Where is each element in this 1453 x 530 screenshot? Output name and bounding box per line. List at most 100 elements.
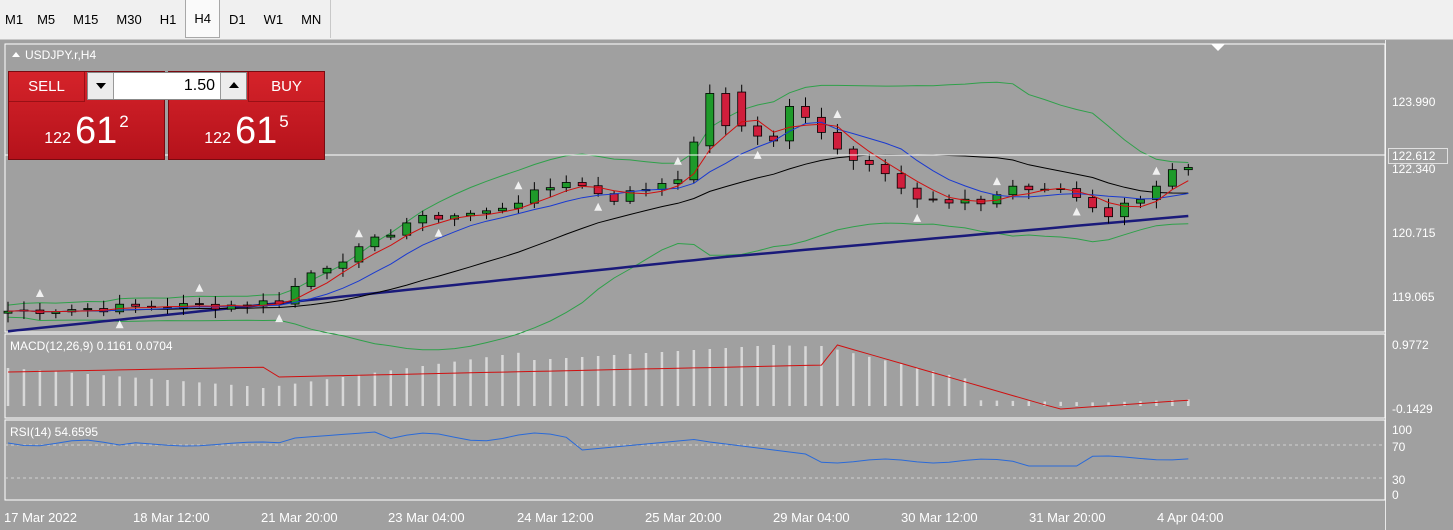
buy-price: 122 61 5 <box>169 110 324 153</box>
rsi-axis-100: 100 <box>1392 423 1413 437</box>
lot-size-control <box>87 72 247 100</box>
bullish-candle <box>402 222 412 236</box>
timeframe-w1-button[interactable]: W1 <box>263 12 284 27</box>
bullish-candle <box>689 141 699 181</box>
fractal-arrow-icon <box>673 156 682 165</box>
bearish-candle <box>1104 207 1113 218</box>
bearish-candle <box>194 303 204 305</box>
bearish-candle <box>131 303 141 307</box>
bullish-candle <box>625 190 635 202</box>
bearish-candle <box>737 91 747 127</box>
bullish-candle <box>482 210 491 214</box>
buy-price-prefix: 122 <box>204 130 231 147</box>
current-price-label: 122.612 <box>1388 148 1448 164</box>
timeframe-h4-button[interactable]: H4 <box>185 0 220 38</box>
rsi-axis-70: 70 <box>1392 440 1406 454</box>
bollinger-lower-band <box>7 222 1189 351</box>
symbol-text: USDJPY.r,H4 <box>25 48 97 62</box>
lot-increase-button[interactable] <box>220 73 246 99</box>
bullish-candle <box>338 261 348 269</box>
fractal-arrow-icon <box>1152 166 1161 175</box>
bullish-candle <box>1152 185 1161 200</box>
bearish-candle <box>880 164 890 175</box>
fractal-arrow-icon <box>992 177 1001 186</box>
bullish-candle <box>354 246 364 263</box>
time-tick: 25 Mar 20:00 <box>645 510 722 525</box>
time-tick: 4 Apr 04:00 <box>1157 510 1224 525</box>
time-tick: 18 Mar 12:00 <box>133 510 210 525</box>
price-tick: 122.340 <box>1392 162 1436 176</box>
buy-button[interactable]: BUY <box>248 72 324 102</box>
time-tick: 24 Mar 12:00 <box>517 510 594 525</box>
bullish-candle <box>785 106 794 142</box>
bearish-candle <box>928 198 938 201</box>
collapse-arrow-icon[interactable] <box>12 52 20 57</box>
bearish-candle <box>1072 188 1082 198</box>
sell-price: 122 61 2 <box>9 110 164 153</box>
rsi-pane-frame <box>4 419 1386 501</box>
buy-price-pip: 5 <box>279 112 289 131</box>
time-tick: 23 Mar 04:00 <box>388 510 465 525</box>
bullish-candle <box>1008 185 1018 196</box>
lot-decrease-button[interactable] <box>88 73 114 99</box>
bearish-candle <box>1024 185 1034 191</box>
macd-axis-top: 0.9772 <box>1392 338 1429 352</box>
one-click-trading-panel: SELL 122 61 2 BUY 122 61 5 <box>8 71 326 160</box>
bullish-candle <box>1120 202 1129 218</box>
bearish-candle <box>609 193 619 202</box>
chart-canvas[interactable] <box>0 40 1453 530</box>
bullish-candle <box>673 179 683 184</box>
slow-moving-average-line <box>7 154 1189 313</box>
bullish-candle <box>83 308 93 310</box>
bearish-candle <box>912 187 922 200</box>
chevron-down-icon <box>96 83 106 89</box>
bearish-candle <box>753 125 763 137</box>
bearish-candle <box>896 173 906 189</box>
chart-shift-marker-icon <box>1211 44 1225 51</box>
bullish-candle <box>960 198 970 204</box>
timeframe-m1-button[interactable]: M1 <box>5 12 24 27</box>
timeframe-h1-button[interactable]: H1 <box>159 12 177 27</box>
timeframe-m30-button[interactable]: M30 <box>116 12 142 27</box>
buy-price-main: 61 <box>234 110 278 152</box>
sell-price-pip: 2 <box>119 112 129 131</box>
timeframe-toolbar: M1 M5 M15 M30 H1 H4 D1 W1 MN <box>0 0 1453 40</box>
timeframe-mn-button[interactable]: MN <box>301 12 322 27</box>
buy-price-box[interactable]: BUY 122 61 5 <box>168 71 325 160</box>
bullish-candle <box>498 207 507 212</box>
bearish-candle <box>721 93 731 127</box>
fractal-arrow-icon <box>594 202 603 211</box>
chevron-up-icon <box>229 82 239 88</box>
sell-price-main: 61 <box>74 110 118 152</box>
chart-window[interactable]: USDJPY.r,H4 123.990 122.340 120.715 119.… <box>0 40 1453 530</box>
bearish-candle <box>833 131 842 150</box>
macd-label: MACD(12,26,9) 0.1161 0.0704 <box>10 339 173 353</box>
lot-size-input[interactable] <box>115 73 219 99</box>
timeframe-m15-button[interactable]: M15 <box>73 12 99 27</box>
bullish-candle <box>418 214 428 224</box>
long-moving-average-line <box>7 214 1189 333</box>
fractal-arrow-icon <box>275 314 284 323</box>
fractal-arrow-icon <box>434 228 443 237</box>
bullish-candle <box>370 236 380 248</box>
bearish-candle <box>769 135 778 142</box>
bullish-candle <box>514 202 523 209</box>
fractal-arrow-icon <box>115 320 124 329</box>
timeframe-buttons: M1 M5 M15 M30 H1 H4 D1 W1 MN <box>0 0 332 38</box>
sell-price-prefix: 122 <box>44 130 71 147</box>
fractal-arrow-icon <box>1072 207 1081 216</box>
fractal-arrow-icon <box>35 288 44 297</box>
mid-moving-average-line <box>7 121 1189 313</box>
timeframe-d1-button[interactable]: D1 <box>228 12 246 27</box>
bearish-candle <box>801 106 810 118</box>
rsi-label: RSI(14) 54.6595 <box>10 425 99 439</box>
bullish-candle <box>545 187 555 191</box>
time-tick: 17 Mar 2022 <box>4 510 77 525</box>
bearish-candle <box>434 214 444 220</box>
bullish-candle <box>290 285 300 305</box>
timeframe-m5-button[interactable]: M5 <box>37 12 56 27</box>
fractal-arrow-icon <box>354 229 363 238</box>
rsi-axis-0: 0 <box>1392 488 1399 502</box>
sell-button[interactable]: SELL <box>9 72 85 102</box>
symbol-label: USDJPY.r,H4 <box>12 48 96 62</box>
